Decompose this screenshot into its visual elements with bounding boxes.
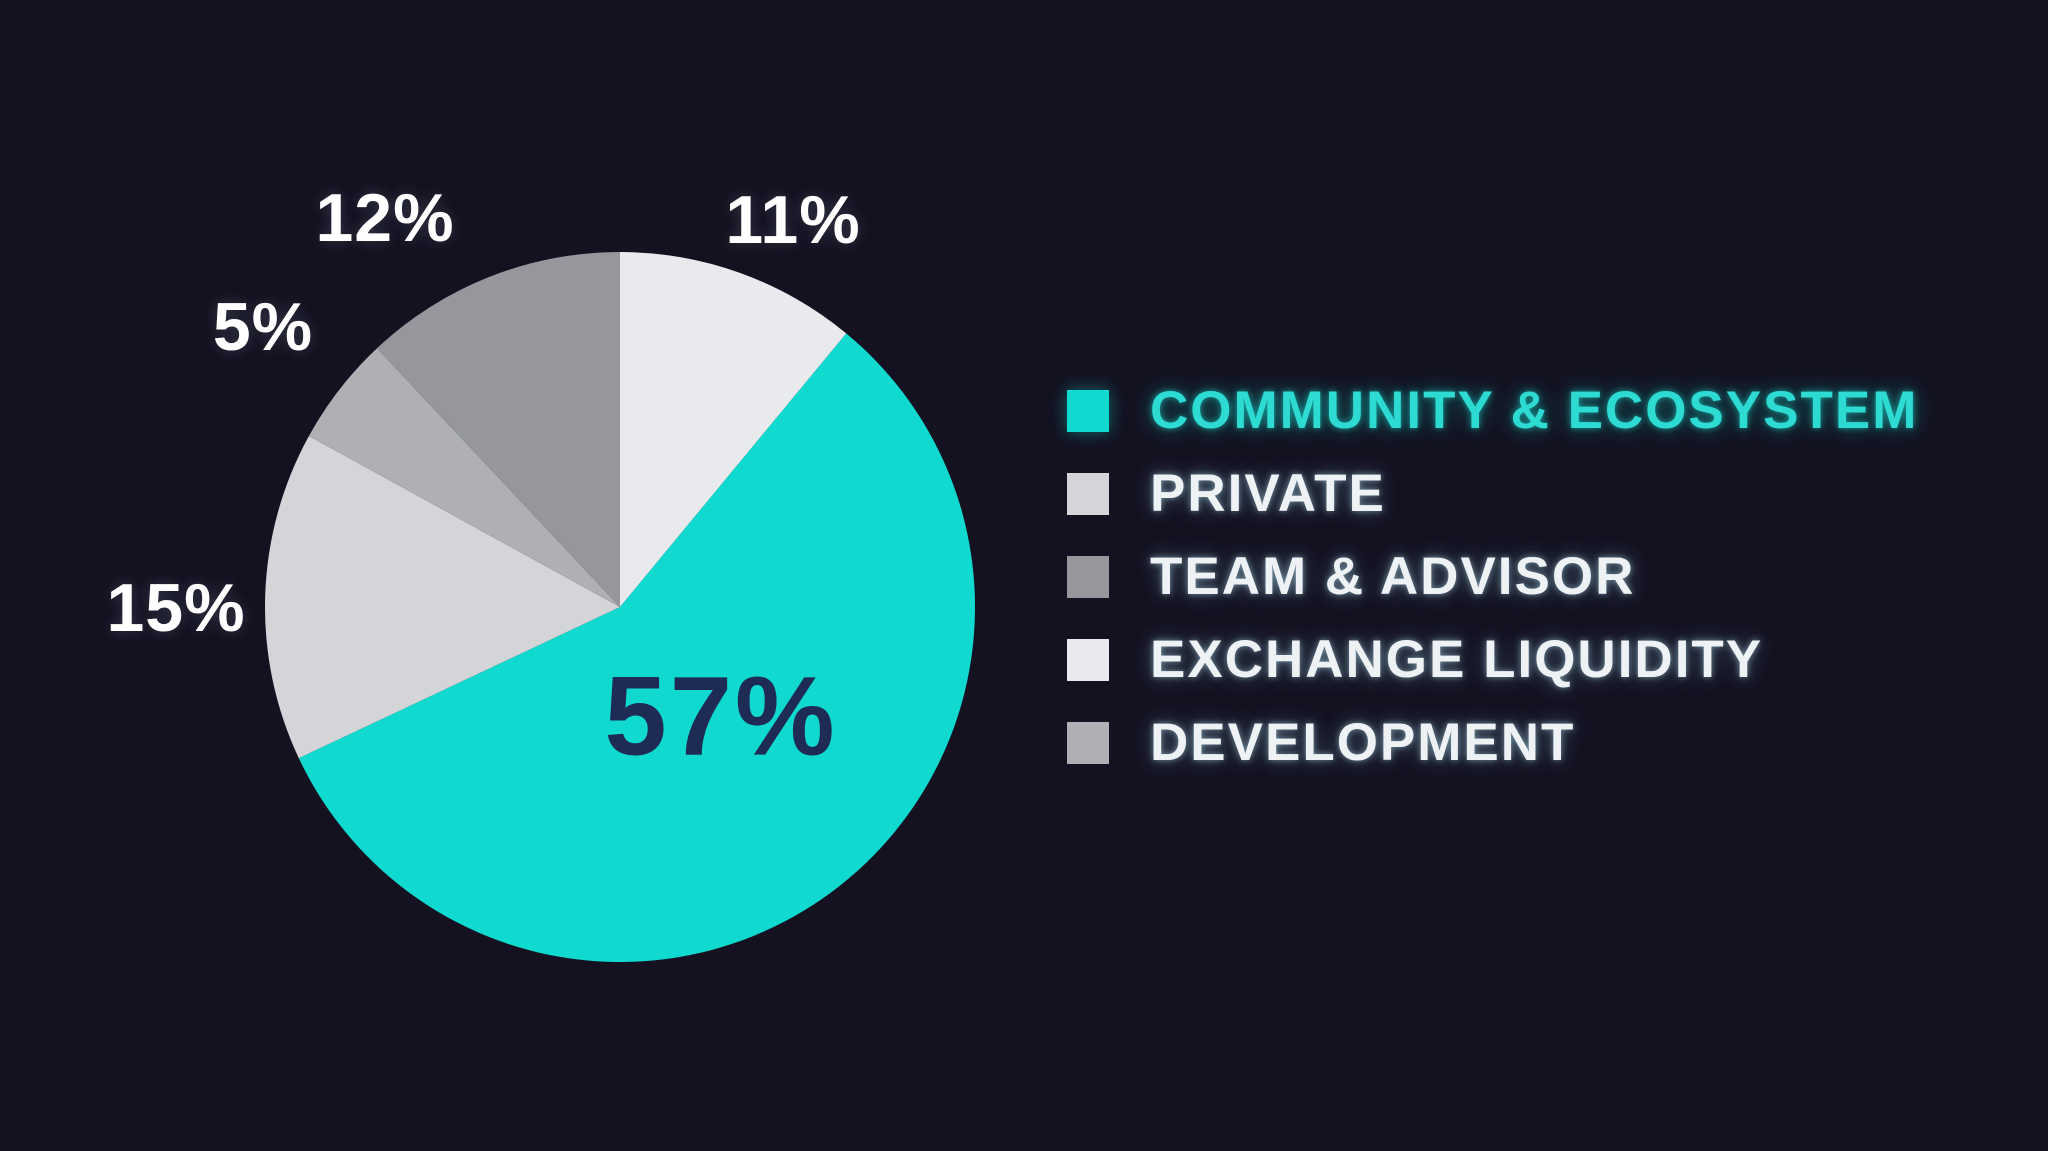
legend-item-team-advisor: TEAM & ADVISOR [1067, 547, 1918, 606]
legend-label-private: PRIVATE [1150, 464, 1386, 523]
pie-label-private: 15% [106, 570, 246, 646]
pie-slice-private [265, 435, 620, 759]
legend-item-private: PRIVATE [1067, 464, 1918, 523]
pie-label-community-ecosystem: 57% [604, 653, 838, 779]
legend-label-development: DEVELOPMENT [1150, 713, 1576, 772]
pie-label-exchange-liquidity: 11% [725, 182, 861, 258]
legend-swatch-exchange-liquidity [1067, 639, 1109, 681]
legend: COMMUNITY & ECOSYSTEM PRIVATE TEAM & ADVIS… [1067, 381, 1919, 772]
legend-item-community-ecosystem: COMMUNITY & ECOSYSTEM [1067, 381, 1919, 440]
legend-swatch-development [1067, 722, 1109, 764]
legend-item-exchange-liquidity: EXCHANGE LIQUIDITY [1067, 630, 1918, 689]
pie-label-development: 5% [212, 289, 314, 365]
pie-chart [265, 252, 975, 962]
pie-slice-community-ecosystem [298, 333, 975, 962]
legend-label-team-advisor: TEAM & ADVISOR [1150, 547, 1636, 606]
legend-swatch-team-advisor [1067, 556, 1109, 598]
pie-slice-exchange-liquidity [620, 252, 847, 607]
pie-slice-team-advisor [376, 252, 620, 607]
legend-item-development: DEVELOPMENT [1067, 713, 1918, 772]
legend-label-community-ecosystem: COMMUNITY & ECOSYSTEM [1150, 381, 1919, 440]
legend-swatch-community-ecosystem [1067, 390, 1109, 432]
legend-swatch-private [1067, 473, 1109, 515]
pie-slice-development [308, 348, 620, 607]
legend-label-exchange-liquidity: EXCHANGE LIQUIDITY [1150, 630, 1764, 689]
pie-label-team-advisor: 12% [315, 180, 455, 256]
